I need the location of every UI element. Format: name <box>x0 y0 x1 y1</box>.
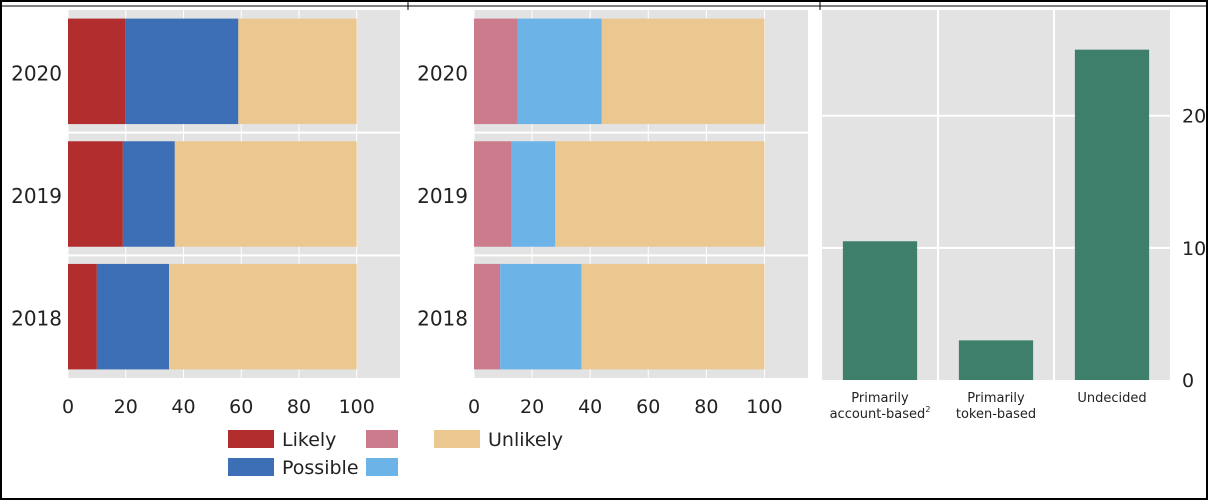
bar-2019-series-1 <box>474 141 512 247</box>
bar-2018-series-2 <box>500 263 582 370</box>
x-tick-label: 100 <box>746 396 782 418</box>
bar-2020-series-2 <box>125 18 239 125</box>
legend-swatch <box>228 430 274 448</box>
legend-label: Unlikely <box>488 429 563 451</box>
legend-swatch <box>434 430 480 448</box>
legend-swatch-alt <box>366 430 398 448</box>
bar-2019-series-2 <box>511 141 556 247</box>
x-tick-label: 0 <box>468 396 480 418</box>
category-label: 2020 <box>417 61 468 85</box>
bar-2020-series-3 <box>601 18 765 125</box>
category-label: 2019 <box>417 184 468 208</box>
bar-2020-series-1 <box>68 18 126 125</box>
x-tick-label: 80 <box>694 396 718 418</box>
category-label: Primarily account-based2 <box>830 391 931 422</box>
y-tick-label: 10 <box>1182 238 1206 260</box>
category-label: 2019 <box>11 184 62 208</box>
legend-label: Likely <box>282 429 336 451</box>
category-label: 2020 <box>11 61 62 85</box>
legend: Likely Possible Unlikely <box>228 429 563 479</box>
legend-label: Possible <box>282 457 359 479</box>
bar-2019-series-2 <box>122 141 175 247</box>
bar-2018-series-3 <box>169 263 357 370</box>
x-tick-label: 60 <box>636 396 660 418</box>
panel-2: 2020 2019 2018 0 20 40 60 80 100 <box>417 10 808 418</box>
bar-2018-series-3 <box>581 263 765 370</box>
bar-2019-series-1 <box>68 141 123 247</box>
bar-2018-series-2 <box>96 263 170 370</box>
bar-2019-series-3 <box>555 141 765 247</box>
x-tick-label: 80 <box>287 396 311 418</box>
bar-2018-series-1 <box>474 263 501 370</box>
category-label: Undecided <box>1077 391 1146 406</box>
category-label: 2018 <box>11 307 62 331</box>
bar-2018-series-1 <box>68 263 97 370</box>
x-tick-label: 40 <box>578 396 602 418</box>
bar-undecided <box>1074 49 1150 381</box>
x-tick-label: 20 <box>114 396 138 418</box>
x-tick-label: 40 <box>171 396 195 418</box>
bar-2020-series-1 <box>474 18 518 125</box>
x-tick-label: 0 <box>62 396 74 418</box>
bar-2019-series-3 <box>174 141 357 247</box>
legend-swatch-alt <box>366 458 398 476</box>
bar-2020-series-2 <box>517 18 602 125</box>
panel-1: 2020 2019 2018 0 20 40 60 80 100 <box>11 10 400 418</box>
panel-3: 0 10 20 Primarily account-based2 Primarily tok… <box>822 10 1206 422</box>
x-tick-label: 20 <box>520 396 544 418</box>
bar-primarily-token-based <box>958 340 1034 380</box>
y-tick-label: 20 <box>1182 106 1206 128</box>
category-label: 2018 <box>417 307 468 331</box>
category-label: Primarily token-based <box>956 391 1036 422</box>
y-tick-label: 0 <box>1182 370 1194 392</box>
bar-primarily-account-based <box>842 241 918 380</box>
x-tick-label: 60 <box>229 396 253 418</box>
x-tick-label: 100 <box>339 396 375 418</box>
bar-2020-series-3 <box>238 18 357 125</box>
legend-swatch <box>228 458 274 476</box>
